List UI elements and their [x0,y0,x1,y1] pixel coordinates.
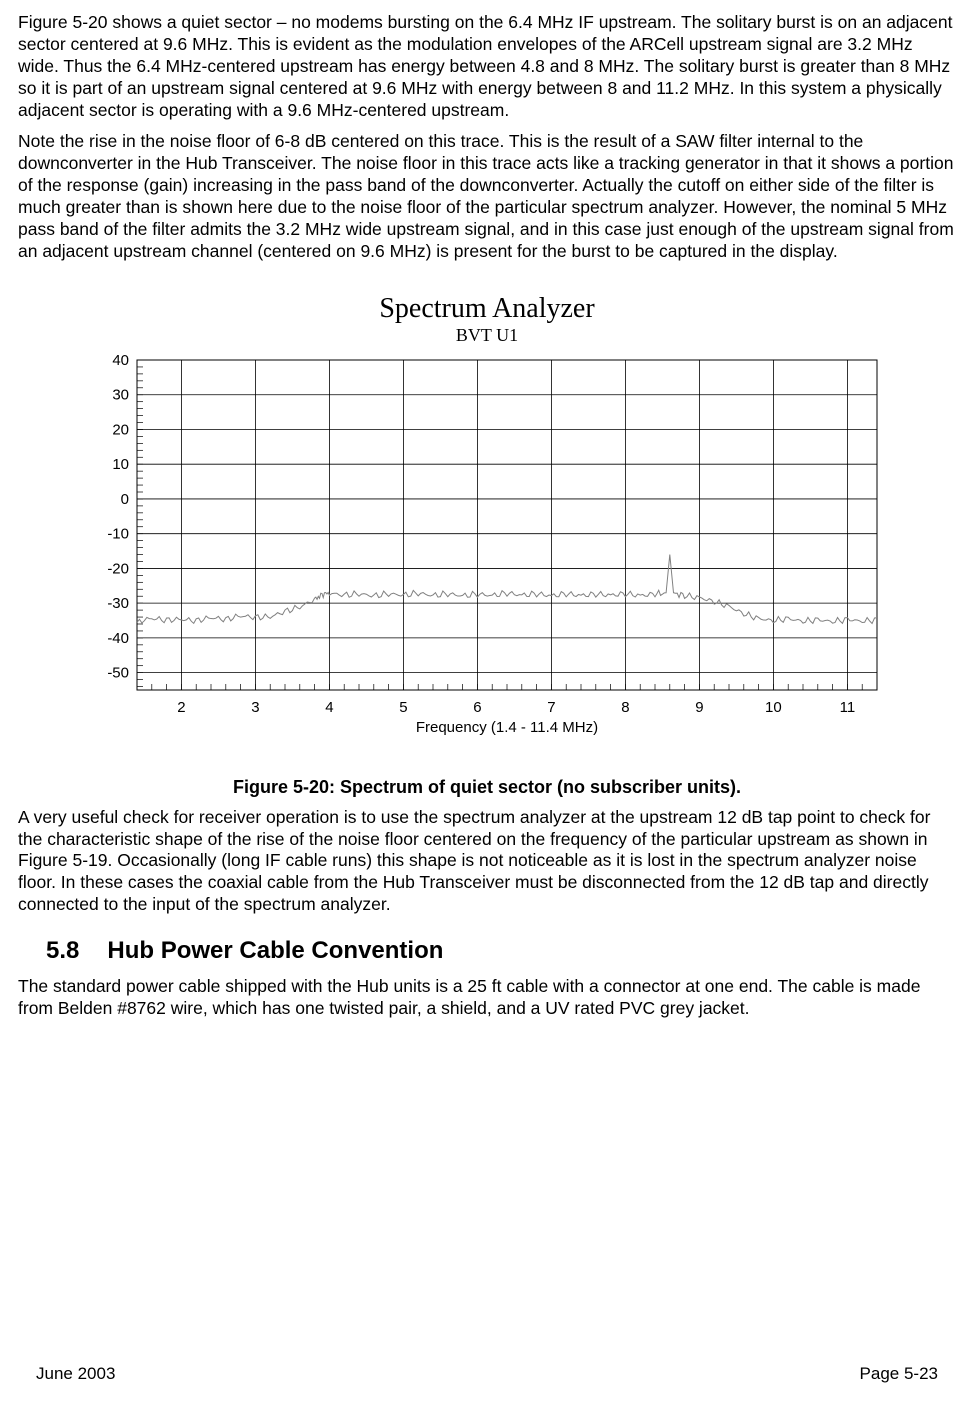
chart-subtitle: BVT U1 [18,324,956,347]
page-footer: June 2003 Page 5-23 [36,1363,938,1384]
svg-text:11: 11 [840,699,856,716]
svg-text:5: 5 [399,699,407,716]
footer-page: Page 5-23 [860,1363,938,1384]
svg-text:4: 4 [325,699,333,716]
chart-svg: 40 30 20 10 0 -10 -20 -30 -40 -50 2 3 4 5 6 7 8 9 10 11 Freq… [67,350,907,750]
svg-text:0: 0 [121,491,129,508]
svg-text:7: 7 [547,699,555,716]
svg-text:3: 3 [251,699,259,716]
svg-text:10: 10 [765,699,782,716]
svg-text:-40: -40 [107,630,129,647]
section-title: Hub Power Cable Convention [107,937,443,964]
section-heading: 5.8 Hub Power Cable Convention [46,936,956,966]
body-paragraph: Note the rise in the noise floor of 6-8 … [18,131,956,262]
footer-date: June 2003 [36,1363,115,1384]
svg-text:-20: -20 [107,561,129,578]
svg-text:20: 20 [112,422,129,439]
body-paragraph: Figure 5-20 shows a quiet sector – no mo… [18,12,956,121]
svg-text:-30: -30 [107,595,129,612]
svg-text:8: 8 [621,699,629,716]
svg-text:30: 30 [112,387,129,404]
svg-text:-50: -50 [107,665,129,682]
body-paragraph: The standard power cable shipped with th… [18,976,956,1020]
chart-title: Spectrum Analyzer [18,291,956,326]
body-paragraph: A very useful check for receiver operati… [18,807,956,916]
section-number: 5.8 [46,937,79,964]
figure-caption: Figure 5-20: Spectrum of quiet sector (n… [18,776,956,799]
svg-text:9: 9 [695,699,703,716]
svg-text:6: 6 [473,699,481,716]
svg-text:Frequency (1.4 - 11.4 MHz): Frequency (1.4 - 11.4 MHz) [416,719,598,736]
svg-text:2: 2 [177,699,185,716]
svg-text:-10: -10 [107,526,129,543]
spectrum-chart: Spectrum Analyzer BVT U1 40 30 20 10 0 -10 -20… [18,291,956,751]
svg-text:10: 10 [112,456,129,473]
svg-text:40: 40 [112,352,129,369]
